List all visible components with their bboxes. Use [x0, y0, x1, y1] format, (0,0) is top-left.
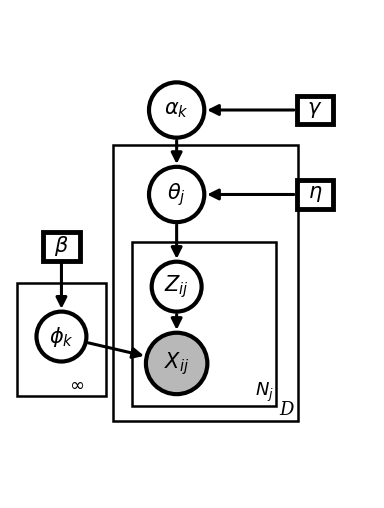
Ellipse shape	[152, 262, 202, 311]
Text: $\alpha_k$: $\alpha_k$	[164, 100, 189, 120]
Text: D: D	[279, 401, 293, 419]
Text: $\phi_k$: $\phi_k$	[49, 325, 74, 348]
Text: $\infty$: $\infty$	[69, 376, 84, 394]
Bar	[132, 242, 276, 406]
Text: $\eta$: $\eta$	[308, 184, 322, 205]
Bar	[17, 283, 106, 396]
Text: $X_{ij}$: $X_{ij}$	[164, 350, 189, 377]
FancyBboxPatch shape	[296, 96, 333, 124]
FancyBboxPatch shape	[43, 232, 80, 261]
Ellipse shape	[149, 167, 204, 222]
Ellipse shape	[36, 311, 86, 362]
Ellipse shape	[146, 333, 207, 394]
Bar	[113, 145, 298, 421]
Text: $\gamma$: $\gamma$	[307, 100, 323, 120]
Text: $N_j$: $N_j$	[255, 380, 275, 404]
Ellipse shape	[149, 82, 204, 138]
Text: $\theta_j$: $\theta_j$	[167, 181, 186, 208]
Text: $Z_{ij}$: $Z_{ij}$	[164, 273, 189, 300]
Text: $\beta$: $\beta$	[54, 234, 69, 259]
FancyBboxPatch shape	[296, 180, 333, 209]
